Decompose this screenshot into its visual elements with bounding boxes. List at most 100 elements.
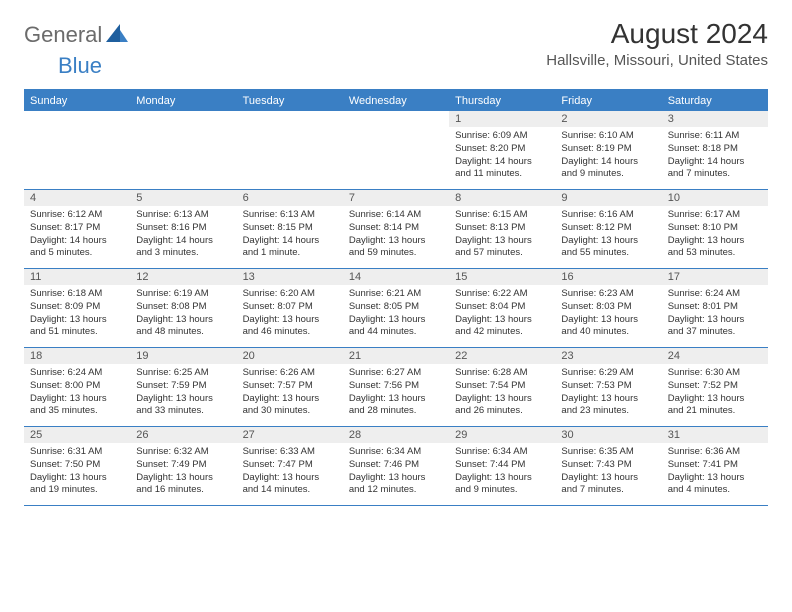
sunset-text: Sunset: 7:47 PM <box>243 459 337 472</box>
daylight-text: Daylight: 14 hours and 9 minutes. <box>561 156 655 182</box>
day-number: 13 <box>237 269 343 285</box>
calendar-cell: 26Sunrise: 6:32 AMSunset: 7:49 PMDayligh… <box>130 427 236 505</box>
calendar-cell: 4Sunrise: 6:12 AMSunset: 8:17 PMDaylight… <box>24 190 130 268</box>
calendar-cell: 3Sunrise: 6:11 AMSunset: 8:18 PMDaylight… <box>662 111 768 189</box>
day-header: Friday <box>555 91 661 111</box>
day-number: 17 <box>662 269 768 285</box>
day-number <box>237 111 343 115</box>
sunset-text: Sunset: 7:57 PM <box>243 380 337 393</box>
sunset-text: Sunset: 8:01 PM <box>668 301 762 314</box>
sunset-text: Sunset: 8:09 PM <box>30 301 124 314</box>
calendar-cell: 18Sunrise: 6:24 AMSunset: 8:00 PMDayligh… <box>24 348 130 426</box>
calendar-cell: 31Sunrise: 6:36 AMSunset: 7:41 PMDayligh… <box>662 427 768 505</box>
calendar-cell: 12Sunrise: 6:19 AMSunset: 8:08 PMDayligh… <box>130 269 236 347</box>
calendar-cell <box>237 111 343 189</box>
calendar-cell: 5Sunrise: 6:13 AMSunset: 8:16 PMDaylight… <box>130 190 236 268</box>
day-details: Sunrise: 6:12 AMSunset: 8:17 PMDaylight:… <box>24 206 130 264</box>
sunrise-text: Sunrise: 6:24 AM <box>668 288 762 301</box>
day-number: 25 <box>24 427 130 443</box>
day-number: 12 <box>130 269 236 285</box>
sunrise-text: Sunrise: 6:25 AM <box>136 367 230 380</box>
sunrise-text: Sunrise: 6:22 AM <box>455 288 549 301</box>
sunrise-text: Sunrise: 6:10 AM <box>561 130 655 143</box>
calendar-cell: 30Sunrise: 6:35 AMSunset: 7:43 PMDayligh… <box>555 427 661 505</box>
calendar-cell: 11Sunrise: 6:18 AMSunset: 8:09 PMDayligh… <box>24 269 130 347</box>
sunset-text: Sunset: 8:20 PM <box>455 143 549 156</box>
daylight-text: Daylight: 13 hours and 51 minutes. <box>30 314 124 340</box>
day-details: Sunrise: 6:13 AMSunset: 8:16 PMDaylight:… <box>130 206 236 264</box>
day-number: 3 <box>662 111 768 127</box>
day-number: 6 <box>237 190 343 206</box>
day-number: 26 <box>130 427 236 443</box>
sunset-text: Sunset: 7:59 PM <box>136 380 230 393</box>
daylight-text: Daylight: 13 hours and 28 minutes. <box>349 393 443 419</box>
day-number: 10 <box>662 190 768 206</box>
daylight-text: Daylight: 13 hours and 21 minutes. <box>668 393 762 419</box>
calendar-cell: 14Sunrise: 6:21 AMSunset: 8:05 PMDayligh… <box>343 269 449 347</box>
day-details: Sunrise: 6:21 AMSunset: 8:05 PMDaylight:… <box>343 285 449 343</box>
day-number: 1 <box>449 111 555 127</box>
daylight-text: Daylight: 13 hours and 7 minutes. <box>561 472 655 498</box>
daylight-text: Daylight: 13 hours and 59 minutes. <box>349 235 443 261</box>
day-number: 14 <box>343 269 449 285</box>
sunrise-text: Sunrise: 6:26 AM <box>243 367 337 380</box>
calendar-cell: 19Sunrise: 6:25 AMSunset: 7:59 PMDayligh… <box>130 348 236 426</box>
calendar-cell: 27Sunrise: 6:33 AMSunset: 7:47 PMDayligh… <box>237 427 343 505</box>
daylight-text: Daylight: 13 hours and 16 minutes. <box>136 472 230 498</box>
day-details: Sunrise: 6:30 AMSunset: 7:52 PMDaylight:… <box>662 364 768 422</box>
sunset-text: Sunset: 7:50 PM <box>30 459 124 472</box>
day-details: Sunrise: 6:27 AMSunset: 7:56 PMDaylight:… <box>343 364 449 422</box>
logo-text-general: General <box>24 22 102 48</box>
day-details: Sunrise: 6:31 AMSunset: 7:50 PMDaylight:… <box>24 443 130 501</box>
day-details: Sunrise: 6:19 AMSunset: 8:08 PMDaylight:… <box>130 285 236 343</box>
sunset-text: Sunset: 8:13 PM <box>455 222 549 235</box>
logo-sail-icon <box>106 24 128 47</box>
day-details: Sunrise: 6:36 AMSunset: 7:41 PMDaylight:… <box>662 443 768 501</box>
calendar-week: 18Sunrise: 6:24 AMSunset: 8:00 PMDayligh… <box>24 348 768 427</box>
day-number: 2 <box>555 111 661 127</box>
calendar-week: 4Sunrise: 6:12 AMSunset: 8:17 PMDaylight… <box>24 190 768 269</box>
sunset-text: Sunset: 7:56 PM <box>349 380 443 393</box>
day-number: 23 <box>555 348 661 364</box>
day-number: 8 <box>449 190 555 206</box>
day-number: 27 <box>237 427 343 443</box>
daylight-text: Daylight: 13 hours and 53 minutes. <box>668 235 762 261</box>
sunrise-text: Sunrise: 6:28 AM <box>455 367 549 380</box>
calendar-cell: 25Sunrise: 6:31 AMSunset: 7:50 PMDayligh… <box>24 427 130 505</box>
sunrise-text: Sunrise: 6:34 AM <box>349 446 443 459</box>
day-details: Sunrise: 6:35 AMSunset: 7:43 PMDaylight:… <box>555 443 661 501</box>
sunset-text: Sunset: 8:12 PM <box>561 222 655 235</box>
day-header: Sunday <box>24 91 130 111</box>
daylight-text: Daylight: 14 hours and 3 minutes. <box>136 235 230 261</box>
calendar-cell: 10Sunrise: 6:17 AMSunset: 8:10 PMDayligh… <box>662 190 768 268</box>
page-title: August 2024 <box>546 18 768 50</box>
sunset-text: Sunset: 7:41 PM <box>668 459 762 472</box>
day-number: 9 <box>555 190 661 206</box>
sunset-text: Sunset: 7:46 PM <box>349 459 443 472</box>
day-number: 31 <box>662 427 768 443</box>
logo-text-blue: Blue <box>58 53 102 78</box>
sunset-text: Sunset: 7:49 PM <box>136 459 230 472</box>
daylight-text: Daylight: 14 hours and 5 minutes. <box>30 235 124 261</box>
day-details: Sunrise: 6:25 AMSunset: 7:59 PMDaylight:… <box>130 364 236 422</box>
day-details: Sunrise: 6:16 AMSunset: 8:12 PMDaylight:… <box>555 206 661 264</box>
daylight-text: Daylight: 13 hours and 48 minutes. <box>136 314 230 340</box>
daylight-text: Daylight: 13 hours and 46 minutes. <box>243 314 337 340</box>
logo: General <box>24 22 130 48</box>
calendar-cell: 9Sunrise: 6:16 AMSunset: 8:12 PMDaylight… <box>555 190 661 268</box>
day-number: 15 <box>449 269 555 285</box>
calendar-cell: 22Sunrise: 6:28 AMSunset: 7:54 PMDayligh… <box>449 348 555 426</box>
daylight-text: Daylight: 13 hours and 12 minutes. <box>349 472 443 498</box>
day-number <box>343 111 449 115</box>
day-details: Sunrise: 6:28 AMSunset: 7:54 PMDaylight:… <box>449 364 555 422</box>
day-header: Tuesday <box>237 91 343 111</box>
calendar-cell <box>24 111 130 189</box>
day-details: Sunrise: 6:11 AMSunset: 8:18 PMDaylight:… <box>662 127 768 185</box>
sunrise-text: Sunrise: 6:18 AM <box>30 288 124 301</box>
day-number: 7 <box>343 190 449 206</box>
sunrise-text: Sunrise: 6:35 AM <box>561 446 655 459</box>
calendar-cell: 16Sunrise: 6:23 AMSunset: 8:03 PMDayligh… <box>555 269 661 347</box>
day-header: Wednesday <box>343 91 449 111</box>
day-details: Sunrise: 6:34 AMSunset: 7:44 PMDaylight:… <box>449 443 555 501</box>
daylight-text: Daylight: 13 hours and 44 minutes. <box>349 314 443 340</box>
